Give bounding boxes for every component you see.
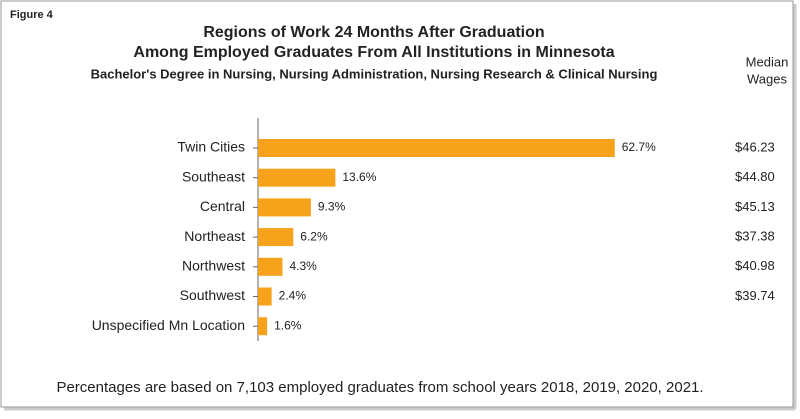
bar — [258, 198, 311, 217]
value-label: 9.3% — [318, 200, 346, 214]
category-label: Northeast — [184, 228, 245, 244]
bar — [258, 257, 283, 276]
median-wage: $40.98 — [735, 258, 775, 273]
frame — [0, 0, 794, 408]
category-label: Twin Cities — [177, 139, 245, 155]
category-label: Unspecified Mn Location — [92, 317, 245, 333]
category-label: Southeast — [182, 168, 245, 184]
footnote: Percentages are based on 7,103 employed … — [56, 379, 703, 396]
chart-subtitle: Bachelor's Degree in Nursing, Nursing Ad… — [91, 66, 658, 81]
median-wage: $37.38 — [735, 229, 775, 244]
wages-header: Median — [746, 54, 789, 69]
median-wage: $45.13 — [735, 199, 775, 214]
value-label: 13.6% — [342, 170, 376, 184]
wages-header: Wages — [747, 71, 787, 86]
category-label: Southwest — [180, 287, 245, 303]
value-label: 4.3% — [289, 259, 317, 273]
bar — [258, 168, 336, 187]
median-wage: $44.80 — [735, 169, 775, 184]
bar — [258, 287, 272, 306]
bar — [258, 139, 615, 157]
value-label: 6.2% — [300, 229, 328, 243]
chart-title: Among Employed Graduates From All Instit… — [133, 44, 614, 61]
value-label: 62.7% — [622, 140, 656, 154]
category-label: Central — [200, 198, 245, 214]
median-wage: $46.23 — [735, 139, 775, 154]
bar — [258, 317, 268, 336]
value-label: 1.6% — [274, 318, 302, 332]
bar — [258, 228, 294, 247]
figure-label: Figure 4 — [10, 9, 54, 21]
value-label: 2.4% — [279, 289, 307, 303]
chart-title: Regions of Work 24 Months After Graduati… — [203, 24, 544, 41]
category-label: Northwest — [182, 258, 245, 274]
median-wage: $39.74 — [735, 288, 775, 303]
